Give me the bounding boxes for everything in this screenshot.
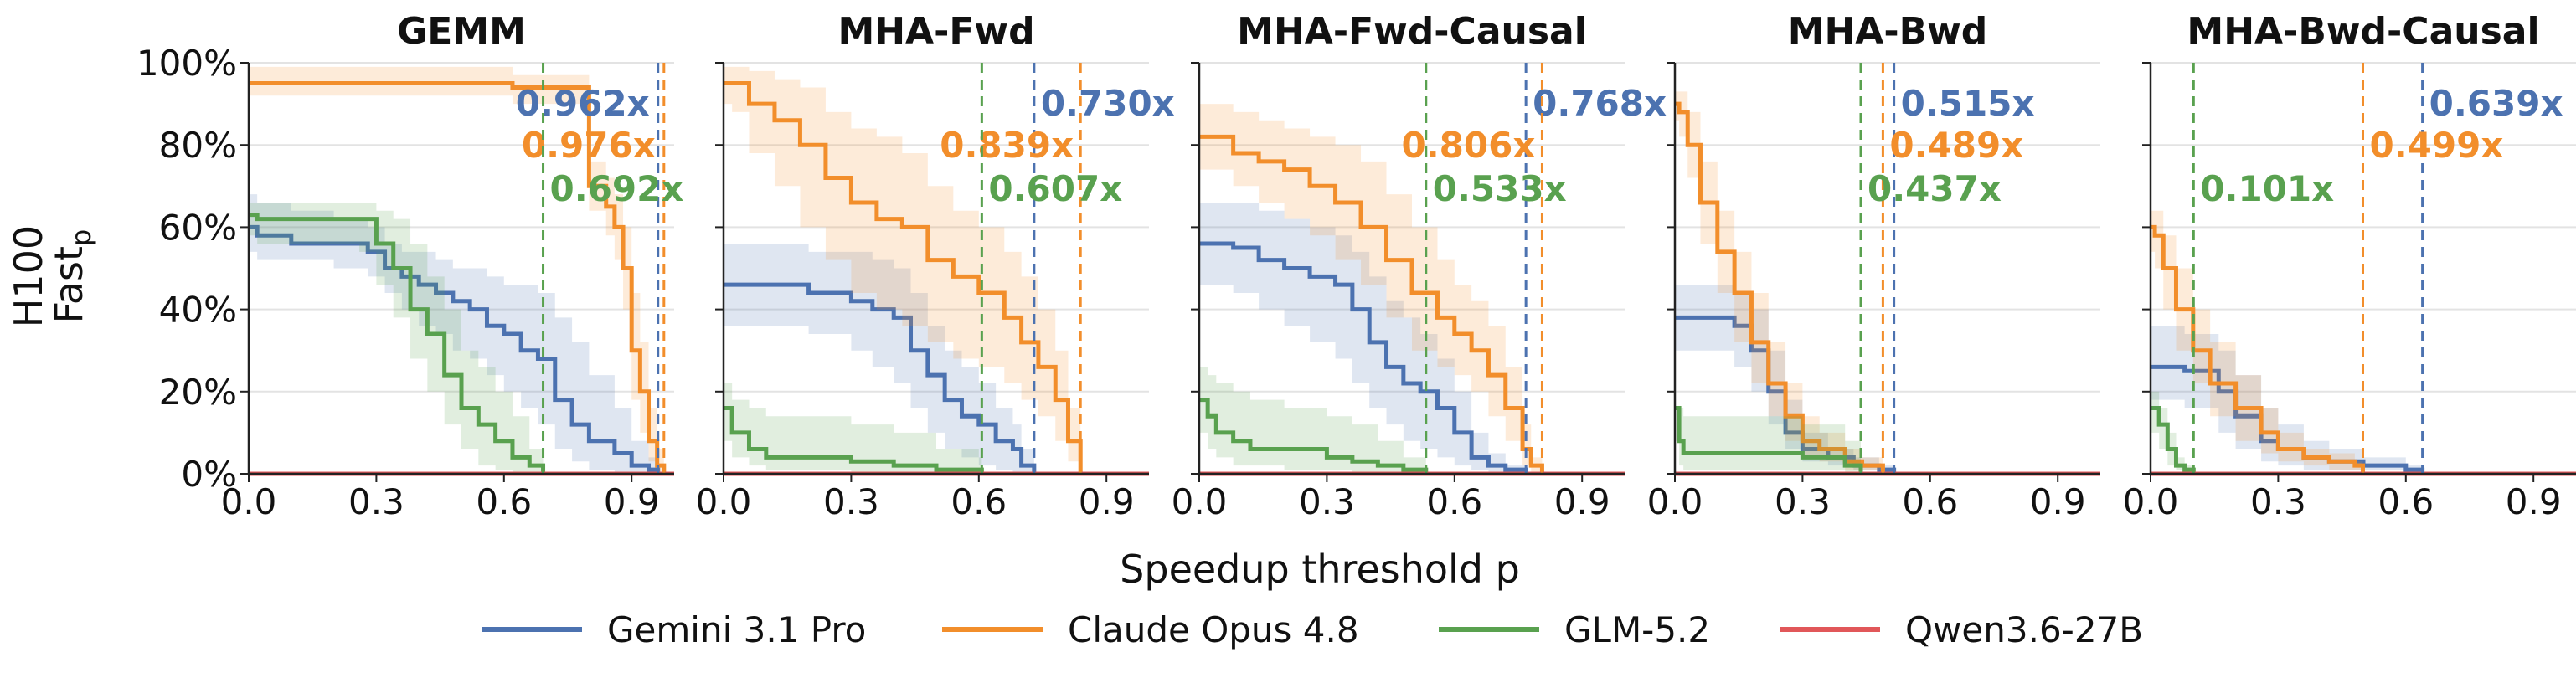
- x-tick-label: 0.0: [2123, 481, 2179, 522]
- y-tick-label: 40%: [159, 290, 237, 331]
- threshold-annotation: 0.607x: [988, 168, 1122, 209]
- confidence-band-glm-5-2: [724, 383, 982, 474]
- series-line-gemini-3-1-pro: [1199, 241, 1528, 474]
- threshold-annotation: 0.101x: [2200, 168, 2334, 209]
- x-tick-label: 0.3: [1775, 481, 1831, 522]
- series-line-claude-opus-4-8: [249, 81, 667, 474]
- legend-label: Gemini 3.1 Pro: [607, 609, 866, 650]
- x-tick-label: 0.0: [696, 481, 752, 522]
- threshold-annotation: 0.489x: [1889, 125, 2023, 166]
- confidence-band-claude-opus-4-8: [724, 66, 1081, 474]
- threshold-annotation: 0.962x: [516, 83, 650, 124]
- x-tick-label: 0.9: [604, 481, 660, 522]
- confidence-band-glm-5-2: [2151, 391, 2194, 474]
- x-tick-label: 0.3: [2250, 481, 2306, 522]
- legend: Gemini 3.1 Pro Claude Opus 4.8 GLM-5.2 Qwen…: [482, 609, 2143, 650]
- x-tick-label: 0.9: [2506, 481, 2562, 522]
- x-tick-label: 0.0: [1172, 481, 1228, 522]
- series-line-glm-5-2: [1199, 398, 1429, 474]
- series-line-claude-opus-4-8: [2151, 224, 2365, 474]
- panel-title: MHA-Fwd: [837, 10, 1034, 53]
- panel-title: MHA-Fwd-Causal: [1237, 10, 1587, 53]
- threshold-annotation: 0.533x: [1433, 168, 1567, 209]
- confidence-band-claude-opus-4-8: [1675, 91, 1883, 475]
- series-line-gemini-3-1-pro: [724, 282, 1037, 474]
- x-tick-label: 0.6: [1902, 481, 1958, 522]
- x-tick-label: 0.3: [348, 481, 404, 522]
- x-tick-label: 0.9: [1079, 481, 1135, 522]
- legend-item-glm-5-2: GLM-5.2: [1439, 609, 1710, 650]
- series-line-glm-5-2: [724, 405, 984, 474]
- series-line-glm-5-2: [2151, 405, 2196, 474]
- legend-label: GLM-5.2: [1564, 609, 1710, 650]
- confidence-band-gemini-3-1-pro: [2151, 326, 2423, 474]
- x-tick-label: 0.9: [1554, 481, 1610, 522]
- x-tick-label: 0.3: [1299, 481, 1355, 522]
- y-axis-label-line2: Fastp: [46, 229, 97, 324]
- legend-item-claude-opus-4-8: Claude Opus 4.8: [942, 609, 1359, 650]
- panel-title: MHA-Bwd-Causal: [2187, 10, 2539, 53]
- series-line-gemini-3-1-pro: [249, 224, 661, 474]
- x-tick-label: 0.6: [1426, 481, 1482, 522]
- threshold-annotation: 0.692x: [550, 168, 684, 209]
- threshold-annotation: 0.639x: [2429, 83, 2563, 124]
- x-tick-label: 0.0: [221, 481, 277, 522]
- threshold-annotation: 0.976x: [522, 125, 656, 166]
- confidence-band-gemini-3-1-pro: [1675, 285, 1894, 474]
- x-tick-label: 0.6: [476, 481, 532, 522]
- y-axis-label-line1: H100: [6, 225, 51, 327]
- confidence-band-gemini-3-1-pro: [249, 194, 658, 474]
- threshold-annotation: 0.515x: [1901, 83, 2035, 124]
- threshold-annotation: 0.499x: [2369, 125, 2503, 166]
- confidence-band-gemini-3-1-pro: [724, 244, 1034, 474]
- x-tick-label: 0.0: [1647, 481, 1703, 522]
- confidence-band-claude-opus-4-8: [1199, 104, 1543, 474]
- threshold-annotation: 0.839x: [940, 125, 1074, 166]
- x-axis-label: Speedup threshold p: [1120, 547, 1520, 592]
- series-line-claude-opus-4-8: [1199, 134, 1544, 474]
- threshold-annotation: 0.768x: [1533, 83, 1667, 124]
- legend-label: Qwen3.6-27B: [1905, 609, 2143, 650]
- legend-label: Claude Opus 4.8: [1068, 609, 1359, 650]
- x-tick-label: 0.6: [951, 481, 1007, 522]
- legend-item-qwen3-6-27b: Qwen3.6-27B: [1780, 609, 2143, 650]
- series-line-glm-5-2: [249, 213, 546, 474]
- x-tick-label: 0.3: [823, 481, 879, 522]
- panel-title: GEMM: [397, 10, 526, 53]
- panel-title: MHA-Bwd: [1788, 10, 1988, 53]
- x-tick-label: 0.6: [2378, 481, 2434, 522]
- y-tick-label: 0%: [181, 454, 237, 495]
- y-tick-label: 80%: [159, 125, 237, 166]
- series-line-claude-opus-4-8: [724, 81, 1083, 474]
- threshold-annotation: 0.730x: [1041, 83, 1175, 124]
- series-line-glm-5-2: [1675, 405, 1863, 474]
- y-axis-label-fast: Fast: [46, 246, 91, 323]
- legend-item-gemini-3-1-pro: Gemini 3.1 Pro: [482, 609, 866, 650]
- threshold-annotation: 0.437x: [1868, 168, 2002, 209]
- y-tick-label: 60%: [159, 207, 237, 248]
- x-tick-label: 0.9: [2030, 481, 2086, 522]
- y-tick-label: 100%: [137, 43, 237, 84]
- y-axis-label-subscript: p: [65, 229, 97, 246]
- threshold-annotation: 0.806x: [1401, 125, 1535, 166]
- y-tick-label: 20%: [159, 372, 237, 413]
